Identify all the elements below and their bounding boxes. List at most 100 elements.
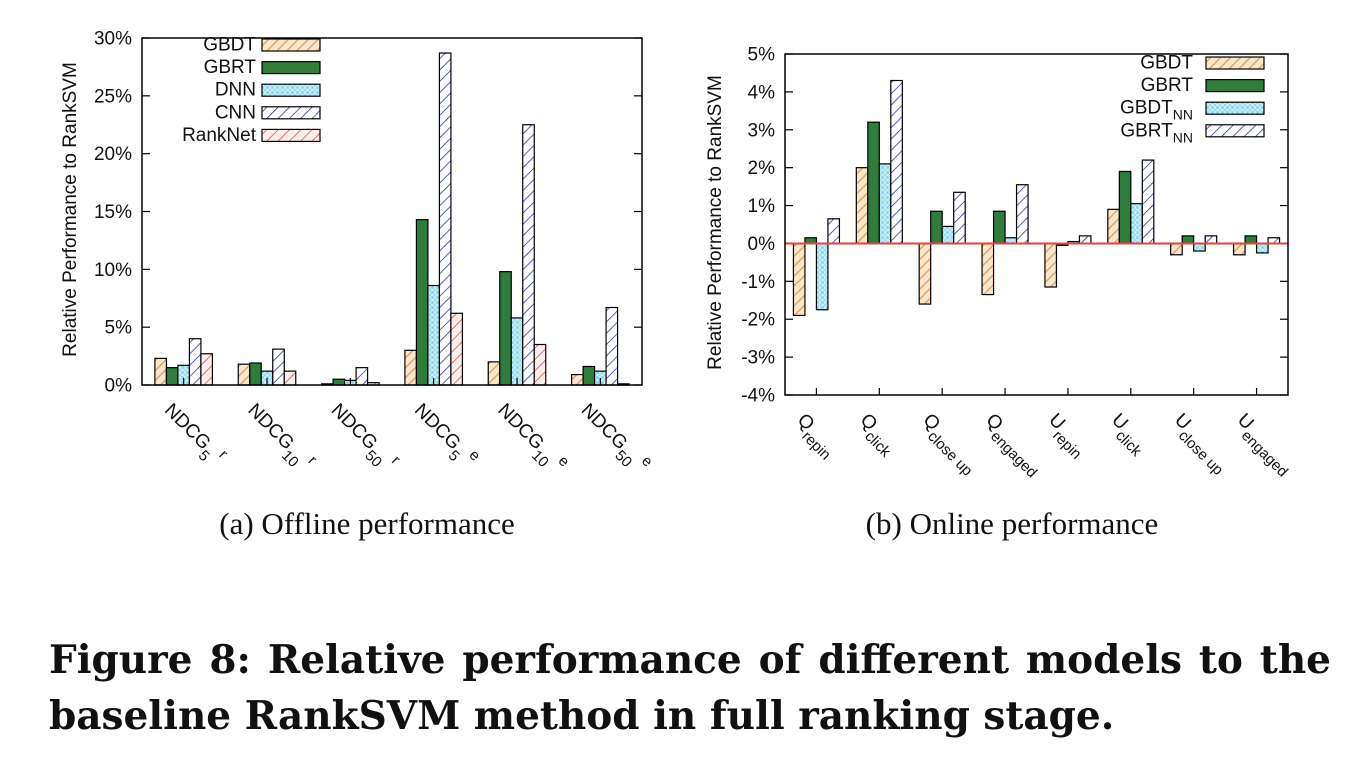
bar-gbrt-3 (415, 218, 429, 386)
bar-gbrt-4 (499, 271, 512, 386)
bar-dnn-0 (815, 242, 829, 311)
bar-dnn-3 (427, 284, 441, 386)
x-tick-label-sub: repin (798, 428, 834, 464)
x-tick-label: NDCG10 r (239, 397, 321, 479)
y-tick-label: 10% (94, 260, 132, 281)
bar-ranknet-4 (533, 343, 547, 386)
subfigure-a-caption: (a) Offline performance (219, 506, 514, 541)
legend-label-3: GBRTNN (1120, 120, 1193, 145)
legend-label-name: DNN (215, 80, 256, 101)
bar-gbdt-4 (1044, 242, 1058, 288)
bar-cnn-1 (890, 79, 903, 245)
y-tick-label: 25% (94, 86, 132, 107)
x-tick-label: Qengaged (977, 410, 1049, 482)
bar-cnn-6 (1204, 235, 1218, 245)
bar-cnn-3 (1015, 184, 1029, 245)
bar-gbdt-3 (981, 242, 995, 296)
y-tick-label: -2% (741, 310, 775, 331)
legend-label-name: GBRT (204, 57, 257, 78)
legend-label-name: CNN (215, 102, 256, 123)
legend-swatch-0 (261, 38, 321, 52)
bar-cnn-5 (1141, 159, 1155, 245)
bar-gbdt-6 (1170, 242, 1183, 256)
bar-cnn-5 (605, 306, 619, 386)
bar-cnn-4 (1078, 235, 1092, 245)
legend-label-1: GBRT (204, 57, 257, 78)
legend-label-name: GBDT (203, 35, 256, 56)
y-tick-label: 0% (748, 234, 776, 255)
x-tick-label: Qclose up (914, 410, 984, 480)
x-tick-label-sup: e (465, 447, 483, 465)
x-tick-label: NDCG5 r (155, 397, 231, 473)
x-tick-label-sub: close up (924, 428, 976, 480)
bar-cnn-2 (355, 367, 369, 386)
plot-frame (784, 53, 1289, 396)
bar-cnn-4 (522, 124, 535, 386)
x-tick-label-base: NDCG (327, 400, 381, 454)
bar-gbdt-1 (855, 167, 869, 245)
online-performance-chart: -4% -3% -2% -1% 0% 1% 2% 3% 4% 5% Relative Perform… (705, 45, 1299, 482)
x-tick-label-sub: engaged (987, 428, 1040, 481)
legend-swatch-2 (1205, 101, 1265, 115)
bar-ranknet-3 (450, 312, 464, 386)
bar-gbdt-3 (404, 349, 418, 386)
x-tick-label-sub: close up (1175, 427, 1227, 479)
x-tick-label: Uengaged (1228, 410, 1299, 481)
bar-dnn-6 (1193, 242, 1206, 252)
y-tick-label: 15% (94, 202, 132, 223)
bar-dnn-4 (510, 317, 524, 386)
y-axis-label: Relative Performance to RankSVM (60, 62, 81, 357)
bar-ranknet-0 (200, 353, 214, 386)
legend-swatch-0 (1205, 56, 1265, 70)
x-tick-label-sup: r (215, 447, 231, 463)
legend-swatch-2 (261, 83, 321, 97)
legend-swatch-3 (261, 106, 321, 120)
legend-label-3: CNN (215, 102, 256, 123)
legend-label-name: GBDT (1140, 53, 1193, 74)
figure-canvas: 0% 5% 10% 15% 20% 25% 30% Relative Performance … (60, 29, 1299, 542)
bar-gbdt-5 (1107, 208, 1120, 245)
legend-label-2: GBDTNN (1120, 98, 1193, 123)
x-tick-label: Qclick (851, 410, 902, 461)
legend-label-sub: NN (1173, 129, 1193, 145)
y-tick-label: -1% (741, 272, 775, 293)
bar-gbrt-5 (582, 365, 596, 386)
bar-gbrt-2 (930, 210, 943, 245)
legend-label-sub: NN (1173, 107, 1193, 123)
bar-cnn-1 (272, 348, 285, 386)
bar-gbrt-1 (867, 121, 880, 245)
x-tick-label: Uclose up (1165, 410, 1234, 479)
y-tick-label: 5% (748, 45, 776, 66)
legend-label-2: DNN (215, 80, 256, 101)
y-tick-label: 5% (105, 318, 133, 339)
bar-gbdt-2 (918, 242, 932, 305)
y-tick-label: 30% (94, 29, 132, 50)
bar-cnn-0 (188, 338, 202, 386)
x-tick-label-sup: r (305, 452, 321, 468)
bar-gbdt-5 (570, 373, 584, 386)
subfigure-b-caption: (b) Online performance (866, 506, 1159, 541)
x-tick-label-sub: repin (1049, 427, 1085, 463)
bar-gbdt-1 (237, 363, 251, 386)
bar-gbrt-1 (249, 362, 262, 386)
bar-dnn-2 (941, 225, 955, 245)
x-tick-label-base: NDCG (410, 400, 464, 454)
bar-ranknet-1 (283, 370, 297, 386)
x-tick-label: NDCG50 r (322, 397, 404, 479)
legend-label-4: RankNet (182, 125, 257, 146)
y-tick-label: -4% (741, 386, 775, 407)
bar-gbrt-6 (1181, 235, 1195, 245)
bar-gbrt-2 (332, 378, 346, 386)
x-tick-label: NDCG5 e (405, 397, 483, 475)
bar-gbrt-7 (1244, 235, 1258, 245)
y-tick-label: 2% (748, 158, 776, 179)
bar-gbrt-3 (992, 210, 1006, 245)
x-tick-label: NDCG10 e (489, 397, 573, 481)
x-tick-label-sup: r (388, 452, 404, 468)
bar-gbdt-0 (792, 242, 806, 317)
bar-dnn-5 (1130, 203, 1143, 245)
x-tick-label-base: NDCG (493, 400, 547, 454)
legend-swatch-1 (261, 60, 321, 75)
y-axis-label: Relative Performance to RankSVM (705, 75, 726, 370)
